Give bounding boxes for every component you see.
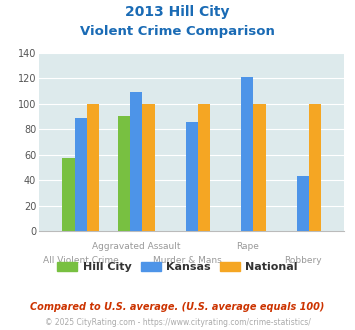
Bar: [253, 104, 266, 231]
Bar: [241, 77, 253, 231]
Text: Aggravated Assault: Aggravated Assault: [92, 242, 180, 251]
Text: Murder & Mans...: Murder & Mans...: [153, 256, 230, 265]
Legend: Hill City, Kansas, National: Hill City, Kansas, National: [53, 257, 302, 277]
Text: Rape: Rape: [236, 242, 259, 251]
Bar: [186, 121, 198, 231]
Bar: [198, 104, 210, 231]
Bar: [118, 116, 130, 231]
Text: All Violent Crime: All Violent Crime: [43, 256, 119, 265]
Bar: [62, 158, 75, 231]
Bar: [130, 92, 142, 231]
Text: Violent Crime Comparison: Violent Crime Comparison: [80, 25, 275, 38]
Text: © 2025 CityRating.com - https://www.cityrating.com/crime-statistics/: © 2025 CityRating.com - https://www.city…: [45, 318, 310, 327]
Bar: [142, 104, 154, 231]
Bar: [309, 104, 321, 231]
Bar: [75, 118, 87, 231]
Bar: [87, 104, 99, 231]
Text: Compared to U.S. average. (U.S. average equals 100): Compared to U.S. average. (U.S. average …: [30, 302, 325, 312]
Text: 2013 Hill City: 2013 Hill City: [125, 5, 230, 19]
Text: Robbery: Robbery: [284, 256, 322, 265]
Bar: [297, 176, 309, 231]
